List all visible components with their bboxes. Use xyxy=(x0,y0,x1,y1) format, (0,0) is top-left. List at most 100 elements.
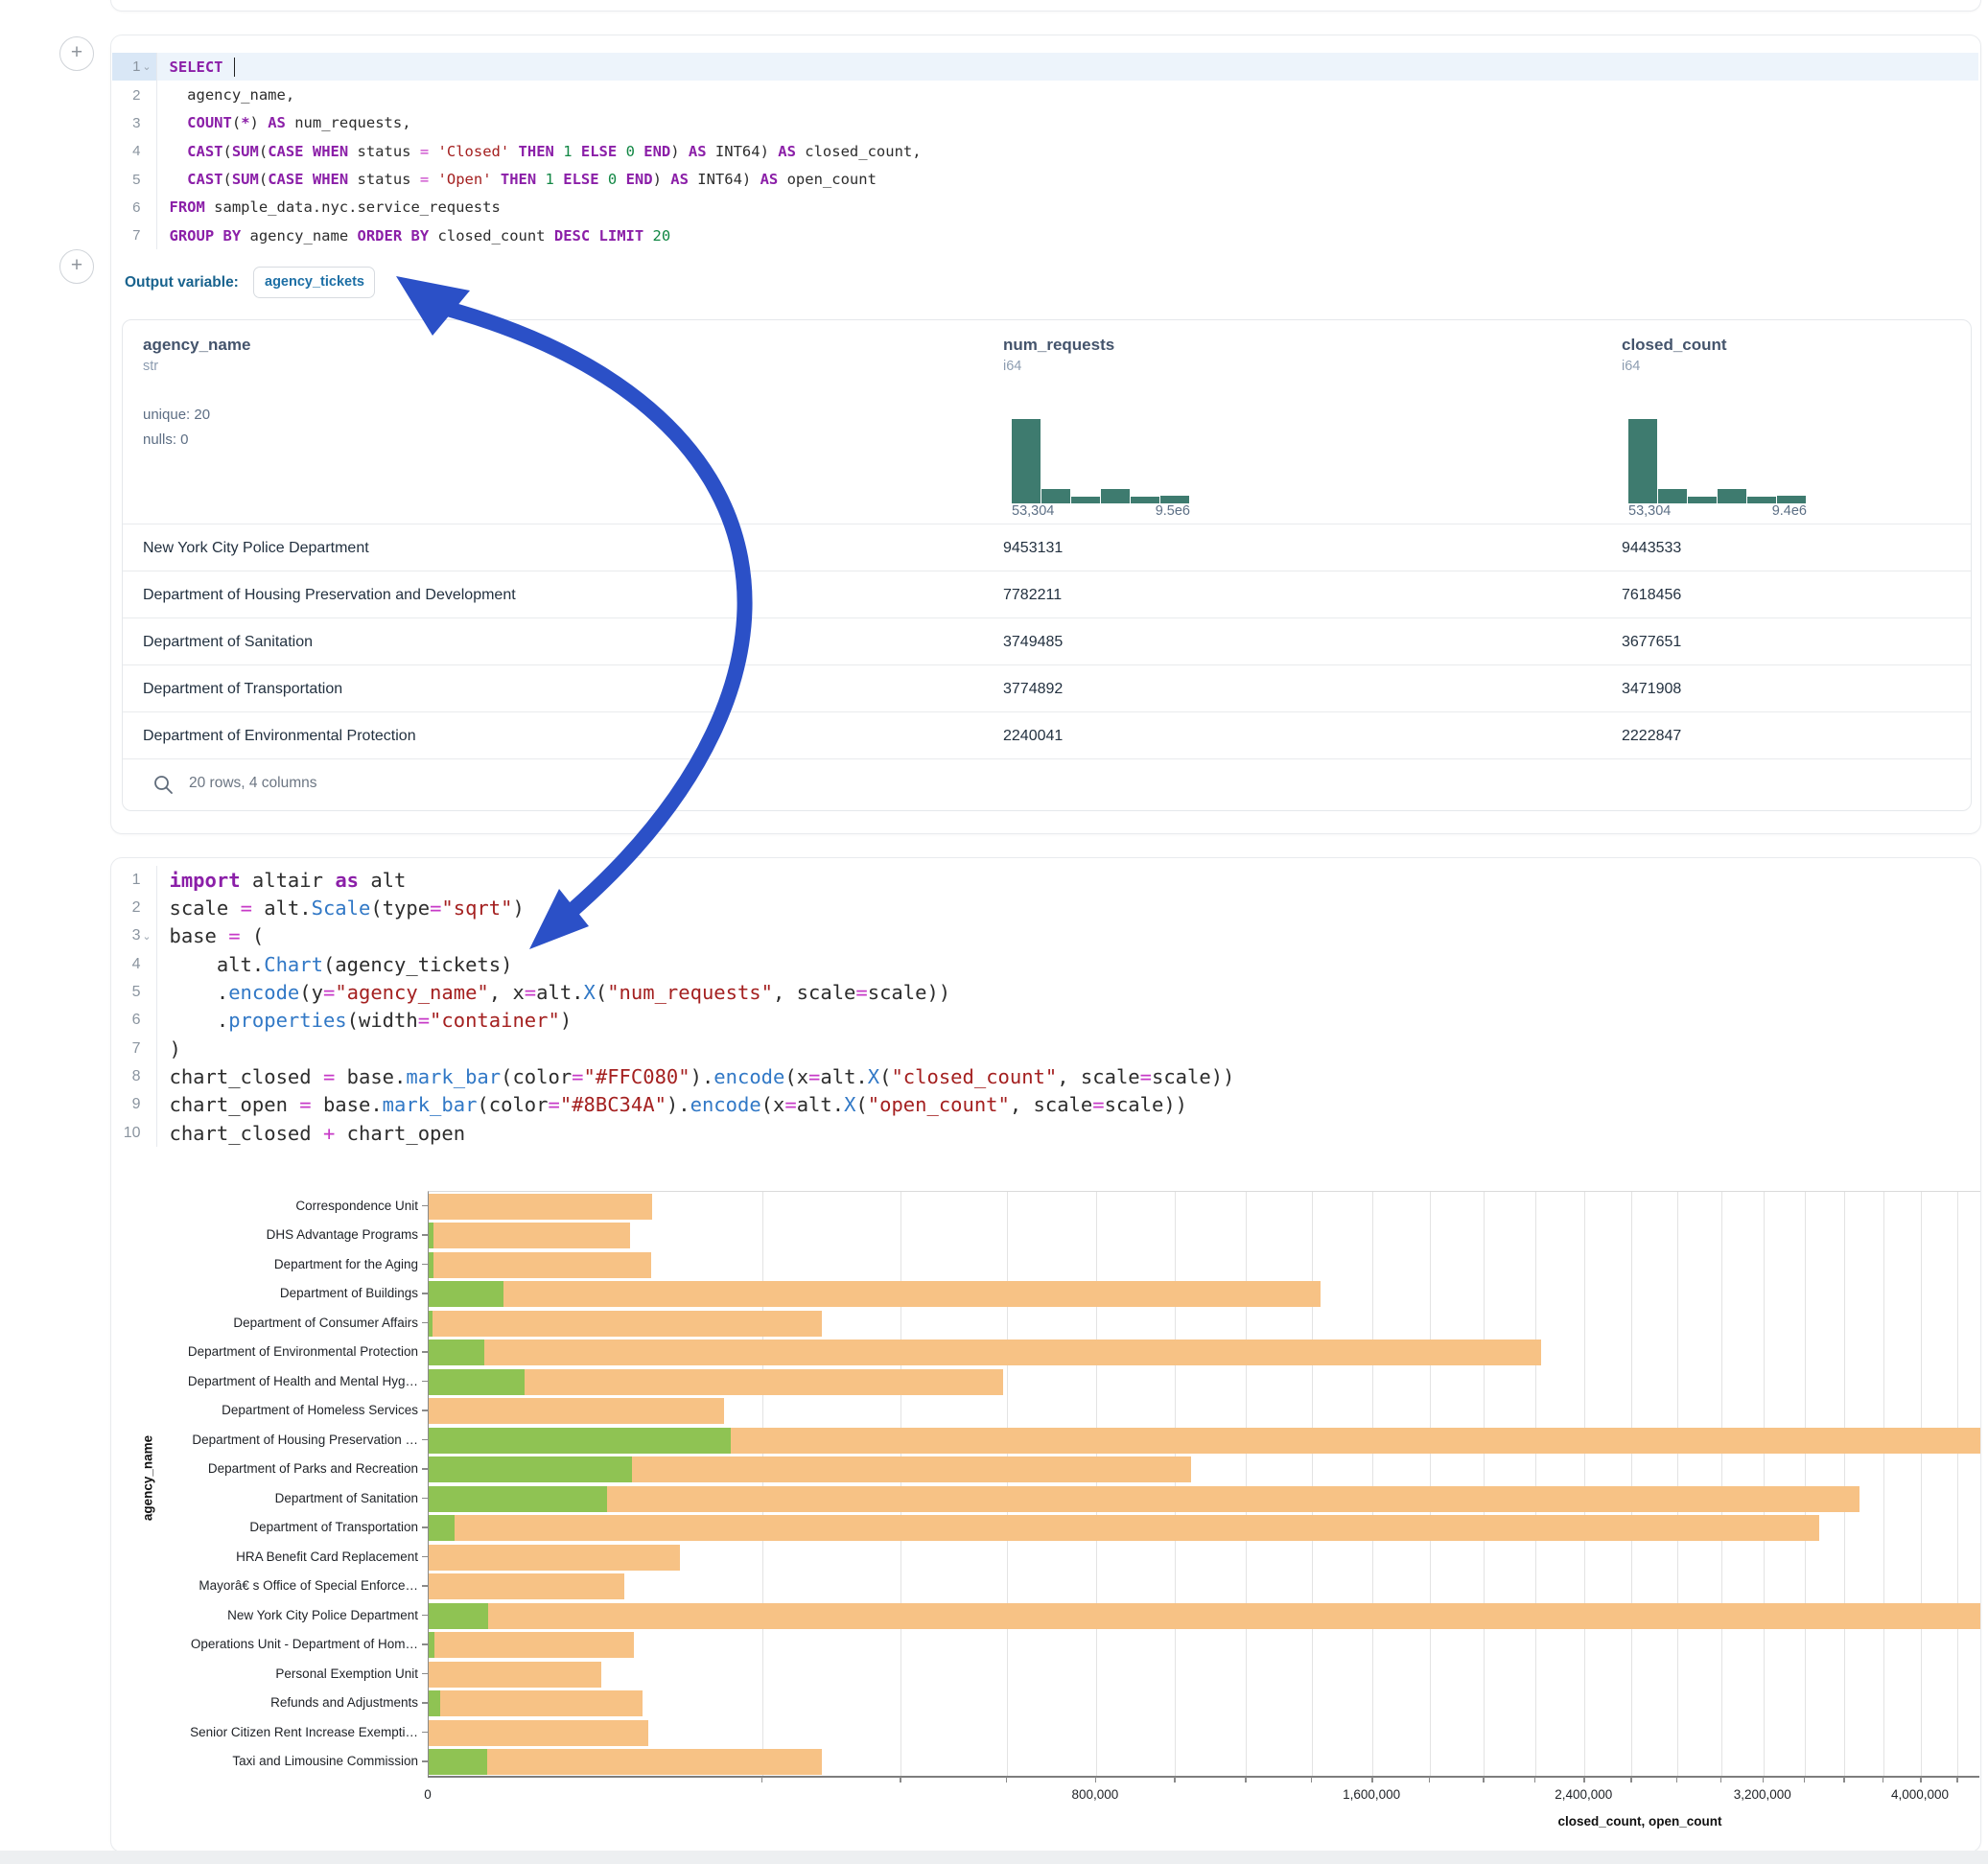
code-text: agency_name, xyxy=(169,86,295,105)
chart-plot-area xyxy=(428,1191,1980,1777)
line-number-gutter[interactable]: 2 xyxy=(112,894,157,922)
bar-open-count xyxy=(429,1340,484,1366)
code-text: . encode (y = "agency_name", x = alt. X("num_re… xyxy=(169,981,951,1005)
histogram-bar xyxy=(1101,489,1130,503)
bar-open-count xyxy=(429,1368,525,1395)
line-number-gutter[interactable]: 4 xyxy=(112,137,157,166)
code-text: chart_open = base. mark_bar (color = "#8BC34… xyxy=(169,1093,1188,1117)
code-line[interactable]: 4 alt. Chart (agency_tickets) xyxy=(112,950,1978,979)
line-number-gutter[interactable]: 5 xyxy=(112,165,157,194)
code-line[interactable]: 9 chart_open = base. mark_bar (color = "#8BC3… xyxy=(112,1090,1978,1120)
code-line[interactable]: 4 CAST(SUM(CASE WHEN status = 'Closed' T… xyxy=(112,137,1978,166)
code-text: FROM sample_data.nyc.service_requests xyxy=(169,198,501,217)
x-axis-tick xyxy=(1762,1777,1765,1782)
table-cell: 3774892 xyxy=(1003,681,1064,697)
output-variable-pill[interactable]: agency_tickets xyxy=(253,267,375,298)
column-header-num-requests[interactable]: num_requests i64 xyxy=(1003,336,1114,374)
column-header-agency-name[interactable]: agency_name str xyxy=(143,336,250,374)
histogram-range-labels: 53,304 9.5e6 xyxy=(1012,503,1190,519)
closed-count-histogram xyxy=(1628,416,1807,503)
line-number-gutter[interactable]: 1 ⌄ xyxy=(111,53,157,82)
code-text: import altair as alt xyxy=(169,868,407,892)
code-line[interactable]: 6 FROM sample_data.nyc.service_requests xyxy=(112,193,1978,222)
line-number-gutter[interactable]: 9 xyxy=(112,1090,157,1120)
histogram-bar xyxy=(1777,496,1806,503)
add-cell-button[interactable]: + xyxy=(59,36,94,71)
y-axis-category-label: Department for the Aging xyxy=(273,1256,418,1271)
y-axis-tick xyxy=(422,1410,428,1411)
code-line[interactable]: 1 ⌄ SELECT xyxy=(111,53,1978,82)
code-line[interactable]: 8 chart_closed = base. mark_bar (color = "#FF… xyxy=(112,1062,1978,1091)
table-cell: 3471908 xyxy=(1622,681,1682,697)
code-line[interactable]: 2 scale = alt. Scale (type = "sqrt") xyxy=(112,894,1978,922)
table-cell: 7618456 xyxy=(1622,587,1682,603)
table-row[interactable]: Department of Housing Preservation and D… xyxy=(123,571,1971,618)
code-line[interactable]: 5 . encode (y = "agency_name", x = alt. X("num_… xyxy=(112,978,1978,1007)
gridline xyxy=(1246,1192,1248,1777)
x-axis-tick xyxy=(1174,1777,1176,1782)
code-line[interactable]: 5 CAST(SUM(CASE WHEN status = 'Open' THE… xyxy=(112,165,1978,194)
y-axis-category-label: DHS Advantage Programs xyxy=(266,1227,418,1243)
column-header-closed-count[interactable]: closed_count i64 xyxy=(1622,336,1727,374)
table-row[interactable]: Department of Transportation 3774892 34719… xyxy=(123,664,1971,712)
table-row[interactable]: New York City Police Department 9453131 94… xyxy=(123,524,1971,571)
code-line[interactable]: 3 ⌄ base = ( xyxy=(112,921,1978,951)
sql-editor[interactable]: 1 ⌄ SELECT 2 agency_name, 3 COUNT(*) AS num… xyxy=(111,53,1978,250)
code-line[interactable]: 3 COUNT(*) AS num_requests, xyxy=(112,108,1978,138)
bar-closed-count xyxy=(429,1281,1321,1308)
code-line[interactable]: 2 agency_name, xyxy=(112,81,1978,109)
column-name: agency_name xyxy=(143,336,251,354)
bar-open-count xyxy=(429,1485,607,1512)
line-number-gutter[interactable]: 7 xyxy=(112,221,157,250)
gridline xyxy=(1175,1192,1176,1777)
code-line[interactable]: 10 chart_closed + chart_open xyxy=(112,1119,1978,1148)
y-axis-category-label: Department of Consumer Affairs xyxy=(233,1315,418,1330)
line-number-gutter[interactable]: 3 xyxy=(112,108,157,138)
x-axis-tick-label: 800,000 xyxy=(1071,1787,1119,1802)
table-cell: 9453131 xyxy=(1003,540,1064,556)
line-number-gutter[interactable]: 1 xyxy=(112,866,157,895)
code-line[interactable]: 7 GROUP BY agency_name ORDER BY closed_co… xyxy=(112,221,1978,250)
bar-open-count xyxy=(429,1310,433,1337)
code-line[interactable]: 6 . properties (width = "container") xyxy=(112,1006,1978,1036)
gridline xyxy=(1372,1192,1374,1777)
histogram-bar xyxy=(1688,497,1717,503)
y-axis-tick xyxy=(422,1351,428,1353)
line-number-gutter[interactable]: 3 ⌄ xyxy=(112,921,157,951)
line-number-gutter[interactable]: 6 xyxy=(112,193,157,222)
code-text: CAST(SUM(CASE WHEN status = 'Open' THEN … xyxy=(187,171,877,189)
line-number-gutter[interactable]: 6 xyxy=(112,1006,157,1036)
y-axis-category-label: Department of Homeless Services xyxy=(222,1403,418,1418)
python-editor[interactable]: 1 import altair as alt 2 scale = alt. Scale(… xyxy=(112,866,1978,1148)
gridline xyxy=(1763,1192,1765,1777)
y-axis-tick xyxy=(422,1497,428,1500)
code-text: ) xyxy=(169,1037,181,1060)
y-axis-tick xyxy=(422,1526,428,1528)
line-number-gutter[interactable]: 7 xyxy=(112,1035,157,1063)
x-axis-tick xyxy=(1630,1777,1632,1782)
table-row[interactable]: Department of Sanitation 3749485 3677651 xyxy=(123,617,1971,665)
search-icon[interactable] xyxy=(152,774,174,795)
line-number-gutter[interactable]: 5 xyxy=(112,978,157,1007)
x-axis-tick xyxy=(1533,1777,1536,1782)
previous-cell-card xyxy=(110,0,1981,12)
line-number-gutter[interactable]: 10 xyxy=(112,1119,157,1148)
collapse-chevron-icon[interactable]: ⌄ xyxy=(142,930,152,943)
code-line[interactable]: 1 import altair as alt xyxy=(112,866,1978,895)
bar-open-count xyxy=(429,1281,503,1308)
bar-open-count xyxy=(429,1456,632,1483)
bar-open-count xyxy=(429,1632,435,1659)
y-axis-category-label: Refunds and Adjustments xyxy=(270,1695,418,1711)
table-row[interactable]: Department of Environmental Protection 22… xyxy=(123,711,1971,759)
line-number-gutter[interactable]: 8 xyxy=(112,1062,157,1091)
row-column-count: 20 rows, 4 columns xyxy=(189,775,317,791)
y-axis-tick xyxy=(422,1380,428,1383)
x-axis-title: closed_count, open_count xyxy=(1557,1814,1722,1829)
x-axis-tick xyxy=(1245,1777,1247,1782)
collapse-chevron-icon[interactable]: ⌄ xyxy=(142,61,152,74)
line-number-gutter[interactable]: 4 xyxy=(112,950,157,979)
line-number-gutter[interactable]: 2 xyxy=(112,81,157,109)
add-cell-button[interactable]: + xyxy=(59,249,94,284)
code-line[interactable]: 7) xyxy=(112,1035,1978,1063)
x-axis-tick xyxy=(1803,1777,1806,1782)
